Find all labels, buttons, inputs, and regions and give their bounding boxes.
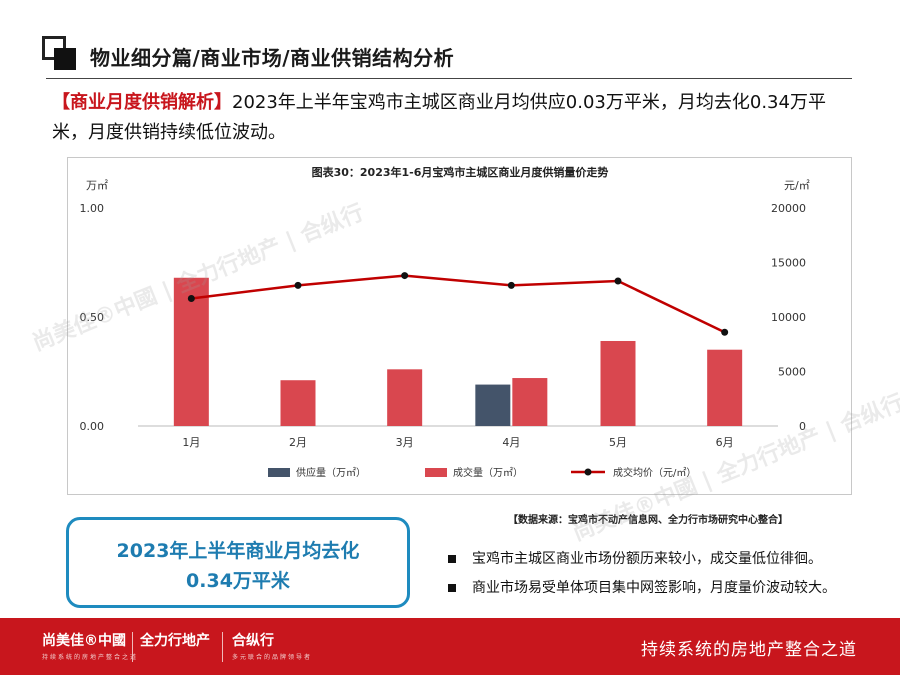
price-line xyxy=(191,274,726,334)
footer-brand-shangmeijia-sub: 持续系统的房地产整合之道 xyxy=(42,654,139,661)
price-point xyxy=(721,328,729,336)
legend-swatch-sales xyxy=(425,468,447,477)
footer-separator xyxy=(222,632,223,662)
price-point xyxy=(294,281,302,289)
data-source: 【数据来源：宝鸡市不动产信息网、全力行市场研究中心整合】 xyxy=(508,515,788,526)
intro-text: 2023年上半年宝鸡市主城区商业月均供应0.03万平米，月均去化0.34万平米，… xyxy=(52,92,826,143)
price-point xyxy=(507,281,515,289)
y-right-tick-label: 0 xyxy=(799,420,806,433)
legend-marker-price xyxy=(584,468,592,476)
y-right-tick-label: 10000 xyxy=(771,311,806,324)
y-left-unit: 万㎡ xyxy=(86,179,108,192)
sales-bar xyxy=(707,349,743,426)
footer-brand-shangmeijia: 尚美佳®中國 xyxy=(42,633,126,649)
footer-brand-hezongxing-sub: 多元联合的品牌领导者 xyxy=(232,654,313,661)
legend-label-supply: 供应量（万㎡） xyxy=(296,466,366,479)
x-tick-label: 2月 xyxy=(289,436,307,449)
y-left-tick-label: 1.00 xyxy=(80,202,105,215)
price-point xyxy=(187,294,195,302)
y-right-tick-label: 20000 xyxy=(771,202,806,215)
bullet-item: 宝鸡市主城区商业市场份额历来较小，成交量低位徘徊。 xyxy=(446,545,836,574)
intro-paragraph: 【商业月度供销解析】2023年上半年宝鸡市主城区商业月均供应0.03万平米，月均… xyxy=(52,88,852,148)
y-left-tick-label: 0.50 xyxy=(80,311,105,324)
footer-slogan: 持续系统的房地产整合之道 xyxy=(641,640,857,660)
highlight-box: 2023年上半年商业月均去化 0.34万平米 xyxy=(66,517,410,608)
sales-bar xyxy=(600,340,636,426)
footer-bar: 尚美佳®中國 持续系统的房地产整合之道 全力行地产 合纵行 多元联合的品牌领导者… xyxy=(0,618,900,675)
x-tick-label: 3月 xyxy=(396,436,414,449)
bullet-icon xyxy=(448,555,456,563)
highlight-line1: 2023年上半年商业月均去化 xyxy=(116,540,360,562)
header-divider xyxy=(46,78,852,79)
x-tick-label: 1月 xyxy=(182,436,200,449)
x-tick-label: 6月 xyxy=(716,436,734,449)
sales-bar xyxy=(387,369,423,426)
highlight-line2: 0.34万平米 xyxy=(186,570,290,592)
sales-bar xyxy=(280,380,316,426)
supply-bar xyxy=(475,384,511,426)
chart-container: 图表30：2023年1-6月宝鸡市主城区商业月度供销量价走势万㎡ 元/㎡ 0.00 0… xyxy=(67,157,852,495)
footer-separator xyxy=(132,632,133,662)
legend-label-price: 成交均价（元/㎡） xyxy=(613,466,696,479)
y-right-unit: 元/㎡ xyxy=(784,179,810,192)
price-point xyxy=(614,277,622,285)
page-title: 物业细分篇/商业市场/商业供销结构分析 xyxy=(90,46,455,70)
footer-brand-hezongxing: 合纵行 xyxy=(232,633,274,649)
chart-title: 图表30：2023年1-6月宝鸡市主城区商业月度供销量价走势 xyxy=(312,165,609,179)
x-tick-label: 4月 xyxy=(502,436,520,449)
intro-tag: 【商业月度供销解析】 xyxy=(52,92,232,113)
y-right-tick-label: 15000 xyxy=(771,257,806,270)
sales-bar xyxy=(173,277,209,426)
legend-label-sales: 成交量（万㎡） xyxy=(453,466,523,479)
bullet-icon xyxy=(448,584,456,592)
y-left-tick-label: 0.00 xyxy=(80,420,105,433)
bullet-list: 宝鸡市主城区商业市场份额历来较小，成交量低位徘徊。 商业市场易受单体项目集中网签… xyxy=(446,545,836,603)
legend-swatch-supply xyxy=(268,468,290,477)
sales-bar xyxy=(512,378,548,426)
bullet-item: 商业市场易受单体项目集中网签影响，月度量价波动较大。 xyxy=(446,574,836,603)
y-right-tick-label: 5000 xyxy=(778,366,806,379)
x-tick-label: 5月 xyxy=(609,436,627,449)
header-logo-icon xyxy=(42,36,76,70)
footer-brand-quanlixing: 全力行地产 xyxy=(140,633,210,649)
price-point xyxy=(401,272,409,280)
